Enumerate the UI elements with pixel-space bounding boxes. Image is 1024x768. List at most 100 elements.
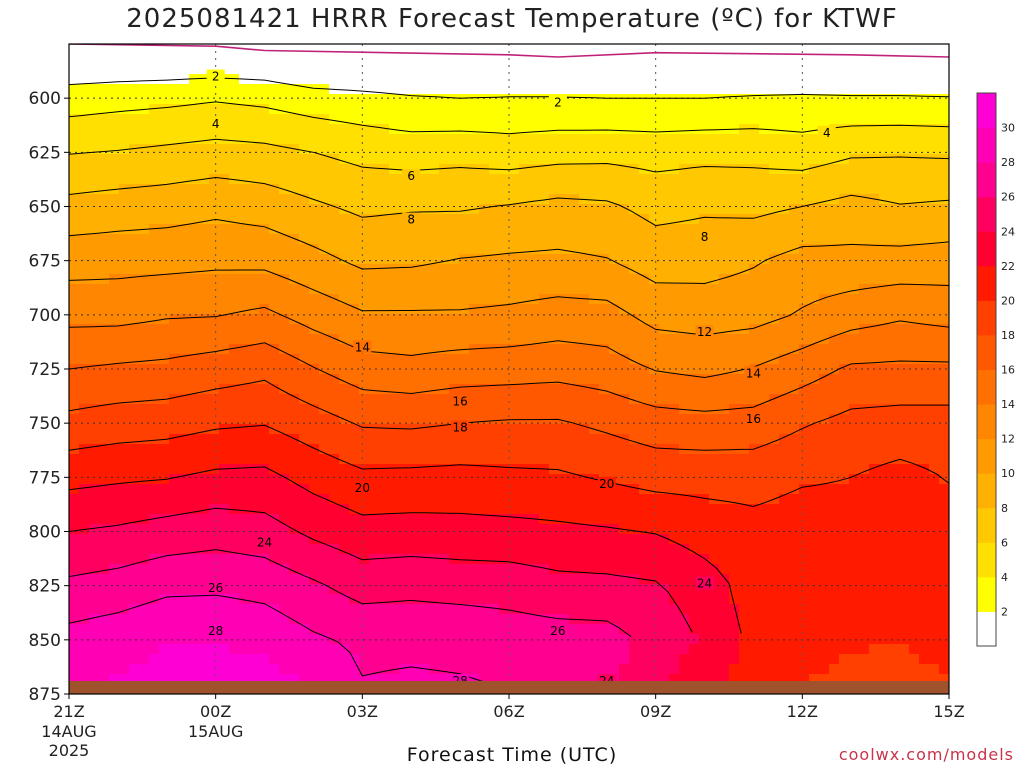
temp-cell [689,314,700,325]
temp-cell [849,414,860,425]
temp-cell [909,354,920,365]
temp-cell [739,534,750,545]
temp-cell [159,364,170,375]
temp-cell [599,434,610,445]
temp-cell [269,254,280,265]
temp-cell [889,584,900,595]
temp-cell [399,304,410,315]
temp-cell [259,384,270,395]
temp-cell [119,184,130,195]
temp-cell [669,114,680,125]
temp-cell [339,304,350,315]
temp-cell [459,454,470,465]
temp-cell [139,594,150,605]
temp-cell [579,214,590,225]
temp-cell [489,334,500,345]
temp-cell [679,164,690,175]
temp-cell [189,544,200,555]
temp-cell [209,514,220,525]
temp-cell [699,364,710,375]
temp-cell [379,604,390,615]
temp-cell [539,344,550,355]
temp-cell [319,544,330,555]
temp-cell [189,474,200,485]
temp-cell [219,244,230,255]
temp-cell [209,494,220,505]
temp-cell [529,524,540,535]
temp-cell [449,354,460,365]
temp-cell [629,314,640,325]
temp-cell [749,174,760,185]
temp-cell [199,444,210,455]
temp-cell [139,144,150,155]
temp-cell [769,474,780,485]
temp-cell [569,84,580,95]
temp-cell [579,364,590,375]
temp-cell [199,494,210,505]
temp-cell [389,354,400,365]
temp-cell [79,164,90,175]
temp-cell [69,214,80,225]
temp-cell [479,74,490,85]
temp-cell [169,214,180,225]
temp-cell [69,324,80,335]
temp-cell [699,134,710,145]
temp-cell [269,544,280,555]
temp-cell [489,324,500,335]
temp-cell [399,84,410,95]
temp-cell [789,184,800,195]
temp-cell [399,574,410,585]
temp-cell [319,74,330,85]
temp-cell [819,144,830,155]
temp-cell [339,254,350,265]
temp-cell [409,604,420,615]
temp-cell [199,404,210,415]
temp-cell [429,384,440,395]
temp-cell [69,524,80,535]
temp-cell [859,474,870,485]
temp-cell [339,334,350,345]
temp-cell [519,174,530,185]
temp-cell [139,214,150,225]
temp-cell [469,214,480,225]
temp-cell [569,44,580,55]
temp-cell [559,524,570,535]
temp-cell [729,134,740,145]
temp-cell [459,314,470,325]
temp-cell [749,194,760,205]
temp-cell [369,244,380,255]
temp-cell [489,454,500,465]
temp-cell [909,64,920,75]
temp-cell [789,204,800,215]
temp-cell [79,124,90,135]
temp-cell [89,114,100,125]
temp-cell [919,254,930,265]
temp-cell [139,94,150,105]
temp-cell [839,324,850,335]
temp-cell [829,394,840,405]
temp-cell [419,224,430,235]
temp-cell [169,44,180,55]
temp-cell [659,384,670,395]
temp-cell [159,144,170,155]
temp-cell [79,214,90,225]
temp-cell [469,134,480,145]
temp-cell [459,584,470,595]
temp-cell [189,64,200,75]
temp-cell [589,374,600,385]
temp-cell [269,294,280,305]
temp-cell [729,384,740,395]
temp-cell [699,224,710,235]
temp-cell [929,534,940,545]
temp-cell [299,434,310,445]
temp-cell [329,234,340,245]
temp-cell [559,104,570,115]
temp-cell [419,174,430,185]
temp-cell [409,184,420,195]
temp-cell [109,374,120,385]
temp-cell [419,314,430,325]
temp-cell [449,154,460,165]
temp-cell [469,484,480,495]
temp-cell [589,104,600,115]
temp-cell [799,244,810,255]
